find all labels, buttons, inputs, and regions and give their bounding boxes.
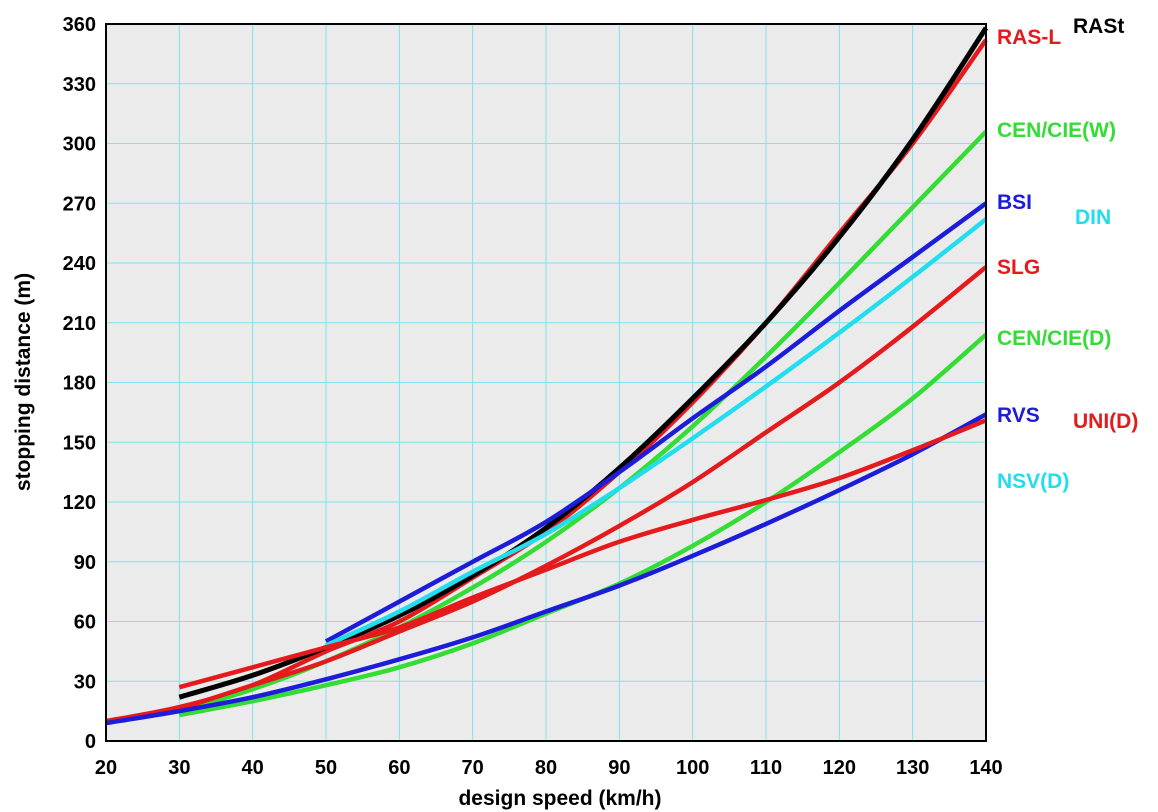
y-tick-label: 180 <box>63 373 96 395</box>
y-tick-label: 270 <box>63 193 96 215</box>
label-rast: RASt <box>1073 15 1124 38</box>
x-tick-label: 40 <box>242 757 264 779</box>
y-tick-label: 210 <box>63 313 96 335</box>
x-tick-label: 100 <box>676 757 709 779</box>
y-tick-label: 90 <box>74 552 96 574</box>
x-tick-label: 70 <box>462 757 484 779</box>
series-line-slg <box>178 265 988 712</box>
label-ras-l: RAS-L <box>997 26 1061 49</box>
x-tick-label: 60 <box>388 757 410 779</box>
x-tick-label: 90 <box>608 757 630 779</box>
tick-labels: 20 30 40 50 60 70 80 90 100 110 120 130 140 0 30 60 90 12… <box>63 14 1003 779</box>
label-bsi: BSI <box>997 191 1032 214</box>
x-tick-label: 120 <box>823 757 856 779</box>
y-tick-label: 330 <box>63 74 96 96</box>
y-tick-label: 0 <box>85 731 96 753</box>
y-axis-label: stopping distance (m) <box>12 273 35 491</box>
x-tick-label: 130 <box>896 757 929 779</box>
label-cen-cie-w: CEN/CIE(W) <box>997 119 1116 142</box>
x-tick-label: 50 <box>315 757 337 779</box>
x-tick-label: 140 <box>969 757 1002 779</box>
series-line-uni-d <box>178 418 987 690</box>
x-tick-label: 20 <box>95 757 117 779</box>
label-cen-cie-d: CEN/CIE(D) <box>997 327 1111 350</box>
label-din: DIN <box>1075 206 1111 229</box>
y-tick-label: 120 <box>63 492 96 514</box>
series-labels: RAS-L RASt CEN/CIE(W) BSI DIN SLG CEN/CI… <box>997 15 1138 493</box>
label-rvs: RVS <box>997 404 1040 427</box>
label-slg: SLG <box>997 256 1040 279</box>
plot-frame <box>105 23 987 742</box>
x-tick-label: 110 <box>750 757 782 779</box>
series-line-bsi <box>324 201 988 644</box>
y-tick-label: 60 <box>74 612 96 634</box>
y-tick-label: 360 <box>63 14 96 36</box>
y-tick-label: 30 <box>74 671 96 693</box>
y-tick-label: 150 <box>63 432 96 454</box>
series-line-rvs <box>105 412 988 726</box>
x-tick-label: 80 <box>535 757 557 779</box>
x-axis-label: design speed (km/h) <box>458 787 661 810</box>
series-line-din <box>325 217 988 648</box>
series-lines <box>105 26 989 726</box>
label-uni-d: UNI(D) <box>1073 410 1138 433</box>
label-nsv-d: NSV(D) <box>997 470 1069 493</box>
y-tick-label: 300 <box>63 134 96 156</box>
x-tick-label: 30 <box>168 757 190 779</box>
y-tick-label: 240 <box>63 253 96 275</box>
